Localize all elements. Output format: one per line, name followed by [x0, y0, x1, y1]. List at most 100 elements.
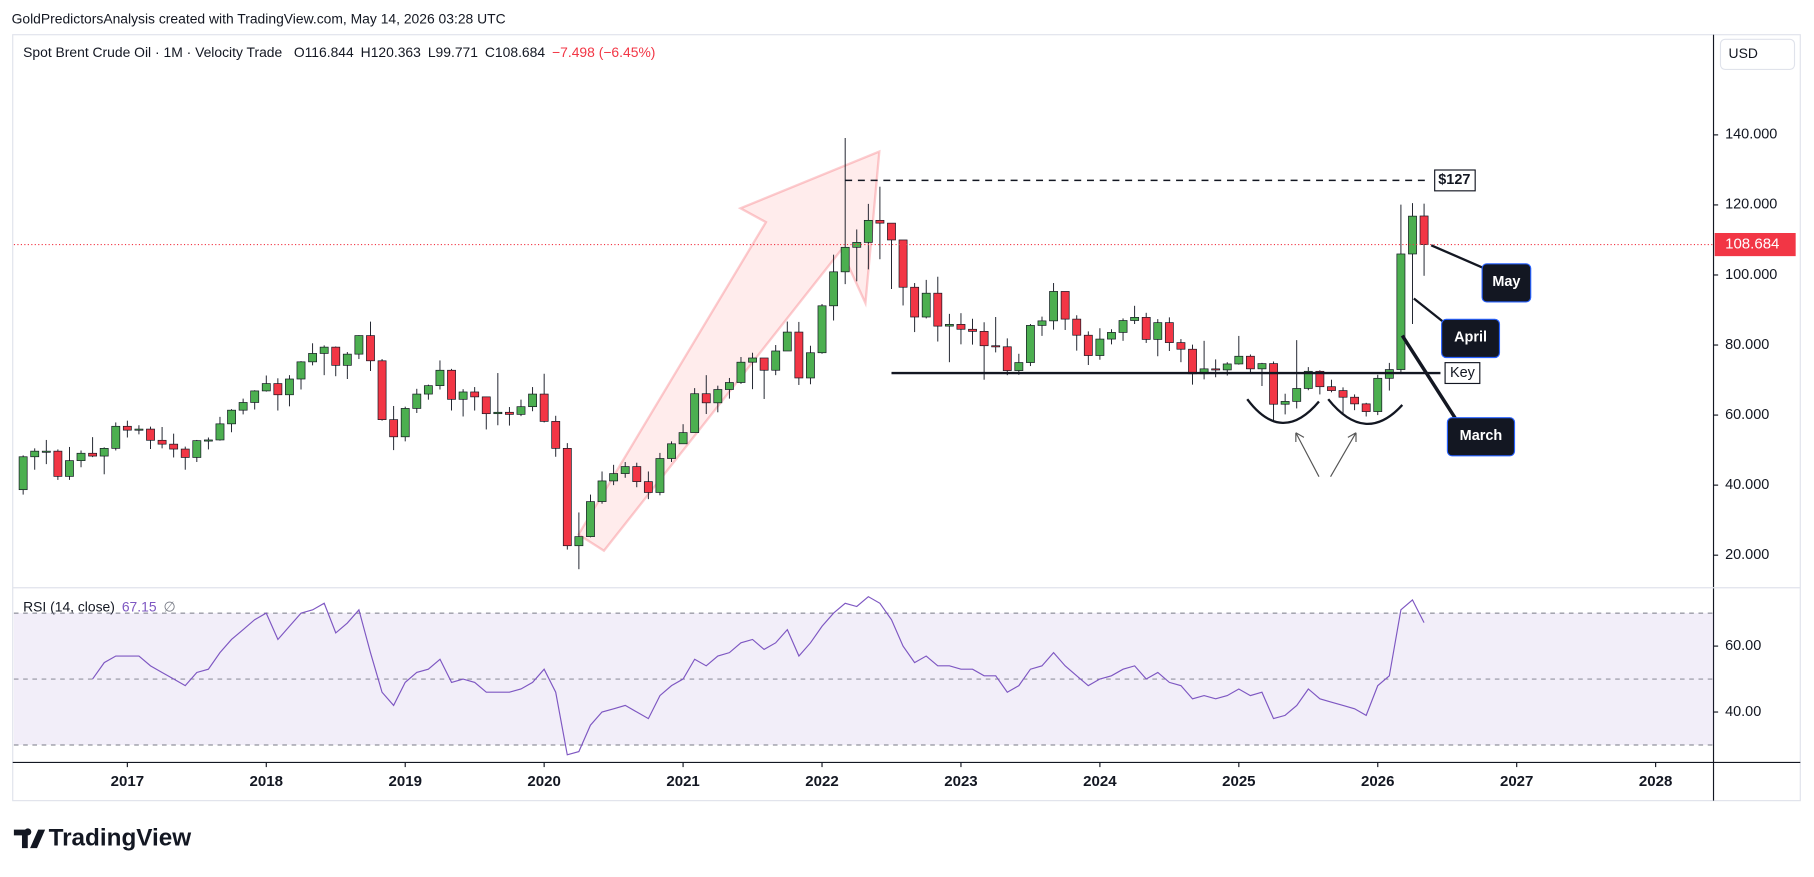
candle-body — [539, 393, 549, 422]
candle-body — [377, 360, 387, 420]
trend-arrow — [576, 149, 881, 553]
x-tick-label: 2026 — [1361, 773, 1394, 790]
candle-body — [227, 409, 236, 425]
candle-body — [331, 346, 341, 366]
candle-body — [412, 393, 422, 409]
candle-body — [933, 292, 943, 327]
candle-body — [806, 352, 815, 379]
candle-body — [192, 440, 202, 458]
callout-label: April — [1454, 330, 1487, 346]
callouts: May April March — [1400, 244, 1532, 457]
candle-body — [1072, 318, 1082, 336]
candle-body — [1350, 396, 1360, 405]
y-tick-label: 120.000 — [1725, 197, 1777, 213]
candle-body — [1095, 338, 1105, 356]
candle-body — [979, 331, 989, 347]
candle-body — [146, 428, 155, 441]
candle-body — [1246, 355, 1255, 370]
candle-body — [736, 361, 746, 383]
candle-body — [1037, 320, 1047, 326]
y-tick-label: 40.000 — [1725, 477, 1769, 493]
candle-body — [1118, 320, 1128, 333]
candle-body — [690, 393, 700, 433]
candle-body — [1083, 334, 1093, 356]
callout-label: March — [1460, 428, 1503, 444]
candle-body — [481, 396, 491, 415]
candle-body — [562, 448, 572, 547]
candle-body — [875, 219, 885, 224]
candle-body — [296, 361, 306, 380]
candle-body — [898, 239, 908, 288]
candle-body — [1303, 370, 1313, 389]
candle-body — [1222, 363, 1232, 371]
candle-body — [261, 383, 271, 392]
last-price-box — [1714, 232, 1796, 257]
candle-body — [169, 443, 179, 450]
candle-body — [1396, 253, 1406, 370]
x-tick-label: 2022 — [805, 773, 838, 790]
candle-body — [771, 350, 781, 371]
candle-body — [713, 389, 723, 404]
callout-box — [1441, 318, 1501, 359]
candle-body — [701, 393, 711, 404]
candle-body — [99, 448, 109, 457]
rsi-name: RSI (14, close) — [23, 598, 115, 614]
readout-value: L99.771 — [428, 44, 478, 60]
candle-body — [759, 357, 769, 371]
candle-body — [389, 419, 399, 438]
candle-body — [157, 439, 167, 445]
candle-body — [215, 423, 225, 441]
rsi-y-tick-label: 60.00 — [1725, 638, 1761, 654]
candle-body — [203, 439, 213, 442]
last-price-label: 108.684 — [1725, 236, 1779, 253]
y-tick-label: 140.000 — [1725, 127, 1777, 143]
candle-body — [921, 292, 931, 318]
candle-body — [1327, 386, 1336, 391]
candle-body — [655, 458, 665, 493]
legend-header: Spot Brent Crude Oil · 1M · Velocity Tra… — [23, 44, 655, 60]
candle-body — [354, 335, 364, 355]
candle-body — [551, 421, 561, 449]
candle-body — [1049, 291, 1058, 322]
candle-body — [505, 411, 514, 415]
candle-body — [852, 242, 862, 248]
candle-body — [724, 382, 734, 390]
resistance-label-box — [1434, 169, 1476, 192]
chart-root: GoldPredictorsAnalysis created with Trad… — [12, 10, 1801, 851]
candle-body — [134, 428, 144, 431]
candle-body — [285, 378, 294, 396]
candle-body — [1408, 215, 1417, 255]
logo: TradingView — [13, 824, 192, 851]
rsi-y-tick-label: 40.00 — [1725, 704, 1761, 720]
candle-body — [470, 391, 480, 398]
candles — [18, 138, 1429, 570]
resistance-label: $127 — [1438, 172, 1470, 188]
callout-box — [1446, 417, 1516, 457]
candle-body — [1153, 322, 1163, 340]
candle-body — [88, 452, 98, 457]
candle-body — [968, 328, 977, 332]
candle-body — [1026, 325, 1035, 363]
candle-body — [319, 346, 329, 354]
candle-body — [1269, 363, 1278, 405]
currency-box[interactable] — [1719, 38, 1796, 70]
x-tick-label: 2024 — [1083, 773, 1117, 790]
candle-body — [667, 443, 676, 459]
candle-body — [76, 452, 86, 461]
rsi-extra: ∅ — [164, 598, 176, 614]
candle-body — [1234, 355, 1244, 365]
candle-body — [516, 406, 526, 415]
candle-body — [435, 369, 445, 387]
candle-body — [1315, 370, 1325, 388]
candle-body — [910, 286, 920, 318]
candle-body — [1164, 322, 1174, 343]
candle-body — [829, 271, 838, 307]
logo-text: TradingView — [49, 824, 192, 851]
candle-body — [1107, 332, 1116, 340]
callout-label: May — [1492, 274, 1520, 290]
chart-frame — [12, 34, 1801, 802]
candle-body — [643, 481, 653, 493]
candle-body — [597, 480, 607, 502]
candle-body — [782, 331, 792, 352]
